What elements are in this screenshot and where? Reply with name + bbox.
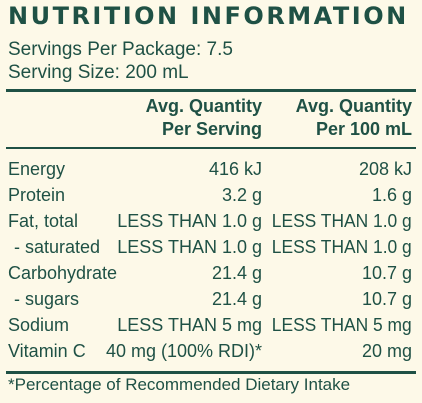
table-row: Carbohydrate 21.4 g 10.7 g [0, 260, 422, 286]
table-row: Sodium LESS THAN 5 mg LESS THAN 5 mg [0, 312, 422, 338]
column-header-per-serving-line1: Avg. Quantity [145, 96, 262, 116]
per-serving-value: 416 kJ [208, 159, 262, 179]
table-row: - sugars 21.4 g 10.7 g [0, 286, 422, 312]
nutrient-name: Carbohydrate [8, 263, 118, 283]
table-row: - saturated LESS THAN 1.0 g LESS THAN 1.… [0, 234, 422, 260]
table-row: Protein 3.2 g 1.6 g [0, 182, 422, 208]
column-header-per-100ml: Avg. Quantity Per 100 mL [296, 95, 412, 141]
serving-size: Serving Size: 200 mL [8, 62, 189, 83]
column-header-per-100ml-line2: Per 100 mL [315, 119, 412, 139]
per-100ml-value: 20 mg [361, 341, 412, 361]
nutrient-name: Energy [8, 159, 66, 179]
per-serving-value: 40 mg (100% RDI)* [105, 341, 262, 361]
per-100ml-value: 208 kJ [358, 159, 412, 179]
per-100ml-value: 10.7 g [361, 263, 412, 283]
top-divider [6, 89, 416, 92]
column-header-per-serving-line2: Per Serving [161, 119, 262, 139]
per-serving-value: LESS THAN 1.0 g [117, 211, 262, 231]
footnote: *Percentage of Recommended Dietary Intak… [8, 375, 351, 394]
per-100ml-value: LESS THAN 1.0 g [272, 211, 412, 231]
per-serving-value: 21.4 g [211, 289, 262, 309]
nutrient-name: Sodium [8, 315, 70, 335]
per-serving-value: LESS THAN 1.0 g [117, 237, 262, 257]
nutrient-table: Energy 416 kJ 208 kJ Protein 3.2 g 1.6 g… [0, 156, 422, 364]
nutrient-name: Protein [8, 185, 66, 205]
table-row: Vitamin C 40 mg (100% RDI)* 20 mg [0, 338, 422, 364]
per-100ml-value: 10.7 g [361, 289, 412, 309]
per-serving-value: 21.4 g [211, 263, 262, 283]
column-header-per-100ml-line1: Avg. Quantity [295, 96, 412, 116]
nutrient-name: - sugars [14, 289, 80, 309]
panel-title: NUTRITION INFORMATION [8, 2, 409, 30]
table-row: Fat, total LESS THAN 1.0 g LESS THAN 1.0… [0, 208, 422, 234]
per-serving-value: LESS THAN 5 mg [117, 315, 262, 335]
per-100ml-value: LESS THAN 5 mg [272, 315, 412, 335]
header-divider [6, 147, 416, 149]
nutrient-name: - saturated [14, 237, 101, 257]
per-serving-value: 3.2 g [221, 185, 262, 205]
nutrient-name: Vitamin C [8, 341, 86, 361]
nutrient-name: Fat, total [8, 211, 79, 231]
per-100ml-value: LESS THAN 1.0 g [272, 237, 412, 257]
bottom-divider [6, 371, 416, 374]
servings-per-package: Servings Per Package: 7.5 [8, 39, 233, 60]
per-100ml-value: 1.6 g [371, 185, 412, 205]
table-row: Energy 416 kJ 208 kJ [0, 156, 422, 182]
column-header-per-serving: Avg. Quantity Per Serving [146, 95, 262, 141]
